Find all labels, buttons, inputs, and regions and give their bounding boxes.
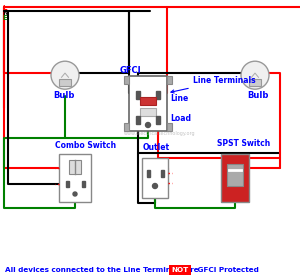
Circle shape: [51, 61, 79, 89]
Bar: [249, 80, 261, 86]
Bar: [156, 116, 160, 124]
Text: GFCI: GFCI: [120, 66, 142, 75]
Text: Bulb: Bulb: [247, 91, 268, 100]
Text: www.electricaltechnology.org: www.electricaltechnology.org: [124, 131, 196, 136]
Bar: [167, 123, 172, 130]
Circle shape: [73, 192, 77, 196]
Bar: [146, 170, 149, 177]
Circle shape: [241, 61, 269, 89]
Bar: [136, 91, 140, 99]
Bar: [140, 97, 156, 105]
Bar: [59, 154, 91, 202]
Bar: [156, 91, 160, 99]
Text: Line: Line: [170, 94, 188, 103]
Bar: [124, 76, 129, 83]
Bar: [129, 76, 167, 130]
Circle shape: [146, 123, 151, 128]
Bar: [136, 116, 140, 124]
Text: Outlet: Outlet: [143, 143, 170, 152]
Text: NOT: NOT: [171, 267, 189, 273]
Bar: [82, 181, 85, 187]
Text: Load: Load: [170, 114, 191, 123]
Text: Bulb: Bulb: [53, 91, 74, 100]
Text: GFCI Protected: GFCI Protected: [195, 267, 259, 273]
Bar: [160, 170, 164, 177]
Bar: [140, 108, 156, 116]
Text: Combo Switch: Combo Switch: [55, 141, 116, 150]
Text: Line Terminals: Line Terminals: [171, 76, 256, 93]
Bar: [59, 80, 70, 86]
Text: E: E: [2, 15, 7, 21]
Bar: [69, 160, 81, 174]
Bar: [124, 123, 129, 130]
Circle shape: [152, 183, 158, 188]
Bar: [65, 181, 68, 187]
Bar: [167, 76, 172, 83]
Text: N: N: [2, 10, 8, 16]
Bar: [142, 158, 168, 198]
Bar: [227, 164, 243, 186]
Text: L: L: [2, 5, 6, 11]
Bar: [221, 154, 249, 202]
Text: All devices connected to the Line Terminals are: All devices connected to the Line Termin…: [5, 267, 201, 273]
Text: SPST Switch: SPST Switch: [217, 139, 270, 148]
